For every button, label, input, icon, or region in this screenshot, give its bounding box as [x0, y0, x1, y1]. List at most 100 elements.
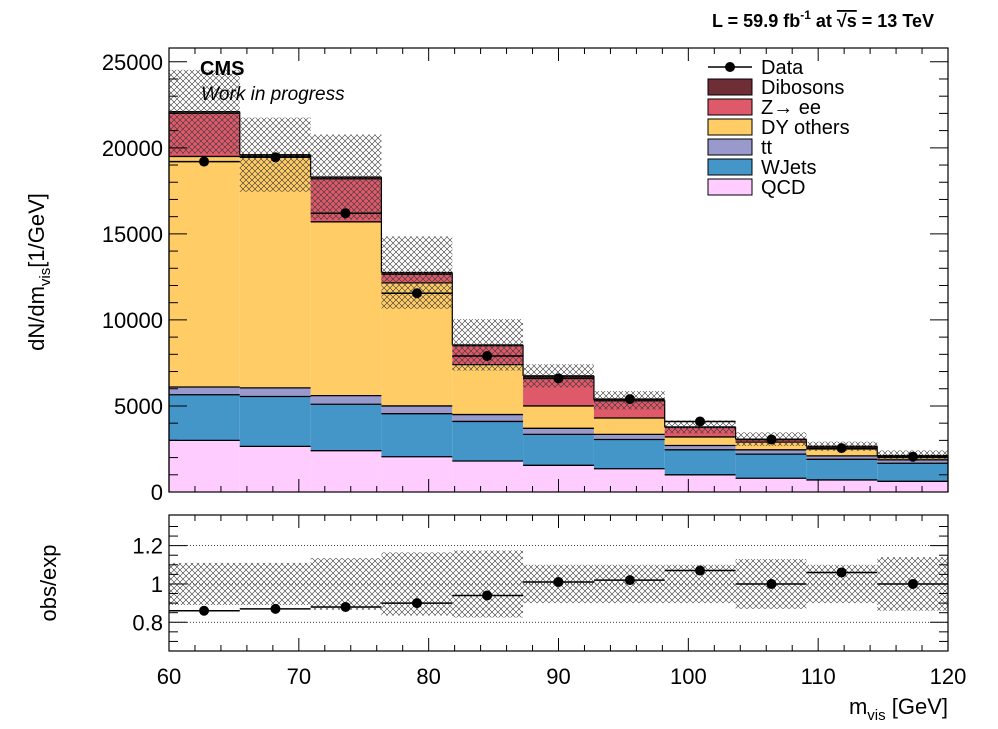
bar-tt [523, 428, 594, 435]
y-tick-label: 10000 [102, 308, 163, 333]
data-point [624, 394, 635, 405]
legend-entry-dibosons: Dibosons [707, 77, 844, 99]
bar-tt [806, 455, 878, 460]
ratio-point [695, 565, 706, 576]
ratio-y-tick-label: 1.2 [132, 534, 163, 559]
ratio-uncertainty-band [452, 550, 524, 618]
bar-qcd [664, 474, 736, 492]
legend-entry-wjets: WJets [707, 157, 817, 179]
bar-wjets [452, 421, 524, 462]
data-points-layer [169, 152, 948, 462]
bar-wjets [523, 434, 594, 466]
bar-wjets [664, 449, 736, 475]
bar-dy-others [452, 364, 524, 415]
data-point [766, 434, 777, 445]
ratio-y-tick-label: 0.8 [132, 610, 163, 635]
y-axis-title-main: dN/dmvis[1/GeV] [24, 193, 54, 351]
main-axes: 0 5000 10000 15000 20000 25000 [102, 48, 949, 505]
bar-dy-others [169, 156, 240, 388]
data-point [553, 373, 564, 384]
data-point [411, 288, 422, 299]
legend-label-wjets: WJets [761, 157, 817, 179]
legend-swatch-dibosons [707, 78, 753, 96]
bar-tt [735, 449, 807, 455]
bar-wjets [310, 404, 382, 451]
x-axis-title: mvis [GeV] [849, 694, 948, 724]
legend-label-z-ee: Z→ ee [761, 97, 821, 119]
uncertainty-band-layer [169, 69, 948, 461]
ratio-point [624, 575, 635, 586]
bar-qcd [169, 440, 240, 492]
bar-qcd [310, 450, 382, 492]
bar-tt [169, 387, 240, 395]
bar-wjets [877, 463, 948, 482]
legend-data-marker [725, 62, 735, 72]
legend-swatch-tt [707, 138, 753, 156]
legend-swatch-dy-others [707, 118, 753, 136]
legend-swatch-wjets [707, 158, 753, 176]
uncertainty-band [310, 134, 382, 220]
bar-qcd [806, 479, 878, 492]
bar-wjets [806, 459, 878, 480]
ratio-y-tick-label: 1 [151, 572, 163, 597]
ratio-point [907, 578, 918, 589]
data-point [836, 443, 847, 454]
ratio-point [411, 598, 422, 609]
legend-data-label: Data [761, 57, 804, 79]
bar-tt [593, 434, 665, 440]
ratio-point [836, 567, 847, 578]
bar-qcd [735, 478, 807, 492]
ratio-point [199, 605, 210, 616]
y-tick-label: 20000 [102, 136, 163, 161]
legend-label-dibosons: Dibosons [761, 77, 844, 99]
x-tick-label: 110 [801, 664, 836, 689]
bar-wjets [381, 413, 453, 457]
bar-qcd [381, 456, 453, 492]
ratio-point [482, 590, 493, 601]
bar-dy-others [523, 405, 594, 429]
data-point [907, 451, 918, 462]
y-tick-label: 25000 [102, 50, 163, 75]
legend-entry-z-ee: Z→ ee [707, 97, 821, 119]
bar-dy-others [593, 418, 665, 435]
legend-entry-dy-others: DY others [707, 117, 850, 139]
ratio-point [766, 578, 777, 589]
ratio-uncertainty-band [239, 562, 311, 606]
bar-tt [664, 445, 736, 450]
data-point [695, 416, 706, 427]
bar-qcd [593, 468, 665, 492]
bar-qcd [877, 481, 948, 492]
x-tick-label: 120 [930, 664, 967, 689]
bar-wjets [593, 439, 665, 469]
legend-label-dy-others: DY others [761, 117, 850, 139]
ratio-point [553, 577, 564, 588]
x-tick-label: 90 [546, 664, 570, 689]
bar-wjets [239, 396, 311, 447]
y-tick-label: 5000 [114, 394, 163, 419]
lumi-label: L = 59.9 fb-1 at √s = 13 TeV [712, 8, 934, 31]
data-point [199, 156, 210, 167]
legend-label-qcd: QCD [761, 177, 805, 199]
ratio-uncertainty-band [310, 558, 382, 610]
data-point [270, 152, 281, 163]
ratio-points-layer [169, 565, 948, 616]
y-tick-label: 0 [151, 480, 163, 505]
bar-dy-others [664, 436, 736, 446]
cms-label: CMS [200, 58, 244, 80]
y-tick-label: 15000 [102, 222, 163, 247]
ratio-point [340, 601, 351, 612]
legend-swatch-z-ee [707, 98, 753, 116]
legend-entry-data: Data [708, 57, 804, 79]
ratio-axes: 0.8 1 1.2 60 70 80 90 100 110 120 [132, 515, 966, 689]
uncertainty-band [452, 319, 524, 371]
bar-tt [239, 387, 311, 397]
bar-tt [452, 414, 524, 422]
uncertainty-band [664, 420, 736, 434]
y-axis-title-ratio: obs/exp [36, 544, 61, 621]
legend-label-tt: tt [761, 137, 773, 159]
work-in-progress-label: Work in progress [201, 84, 345, 105]
x-tick-label: 60 [157, 664, 181, 689]
bar-tt [381, 405, 453, 414]
